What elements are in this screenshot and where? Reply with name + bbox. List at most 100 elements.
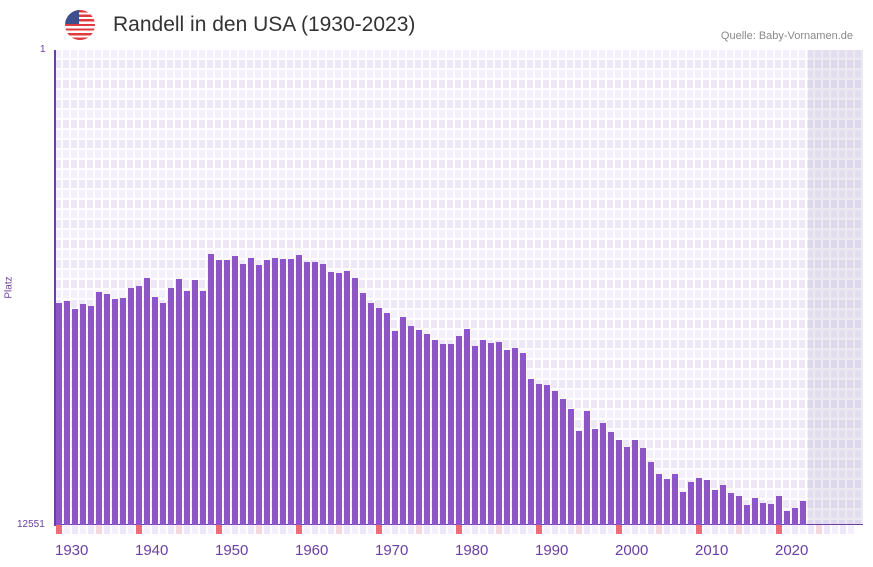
bar-1992 <box>552 390 558 525</box>
year-marker-2014 <box>728 525 734 534</box>
year-marker-1933 <box>80 525 86 534</box>
bar-1984 <box>488 342 494 525</box>
year-marker-1999 <box>608 525 614 534</box>
year-marker-1989 <box>528 525 534 534</box>
year-marker-1955 <box>256 525 262 534</box>
year-marker-1964 <box>328 525 334 534</box>
bar-2004 <box>648 461 654 525</box>
bar-2018 <box>760 502 766 525</box>
year-marker-2015 <box>736 525 742 534</box>
year-marker-1961 <box>304 525 310 534</box>
bar-1973 <box>400 316 406 525</box>
bar-1986 <box>504 349 510 525</box>
year-marker-1935 <box>96 525 102 534</box>
bar-2014 <box>728 492 734 525</box>
bar-1946 <box>184 290 190 525</box>
bar-1972 <box>392 330 398 525</box>
year-marker-2024 <box>808 525 814 534</box>
year-marker-1983 <box>480 525 486 534</box>
year-marker-1970 <box>376 525 382 534</box>
year-marker-1958 <box>280 525 286 534</box>
x-tick-label: 1960 <box>295 542 329 559</box>
year-marker-2000 <box>616 525 622 534</box>
bar-1932 <box>72 308 78 525</box>
bar-1961 <box>304 261 310 525</box>
bar-1941 <box>144 277 150 525</box>
year-marker-1943 <box>160 525 166 534</box>
bar-1971 <box>384 312 390 525</box>
bar-1998 <box>600 422 606 525</box>
year-marker-1981 <box>464 525 470 534</box>
year-marker-1965 <box>336 525 342 534</box>
year-marker-1976 <box>424 525 430 534</box>
y-axis-line <box>54 50 56 526</box>
year-marker-2023 <box>800 525 806 534</box>
x-tick-label: 1990 <box>535 542 569 559</box>
year-marker-2016 <box>744 525 750 534</box>
year-marker-2029 <box>848 525 854 534</box>
year-marker-1960 <box>296 525 302 534</box>
year-marker-1938 <box>120 525 126 534</box>
future-shaded-region <box>808 50 863 525</box>
year-marker-2007 <box>672 525 678 534</box>
year-marker-1995 <box>576 525 582 534</box>
year-marker-1975 <box>416 525 422 534</box>
bar-1945 <box>176 278 182 525</box>
x-tick-label: 1970 <box>375 542 409 559</box>
year-marker-1968 <box>360 525 366 534</box>
year-marker-1932 <box>72 525 78 534</box>
year-marker-2013 <box>720 525 726 534</box>
x-tick-label: 2010 <box>695 542 729 559</box>
year-marker-1947 <box>192 525 198 534</box>
year-marker-2008 <box>680 525 686 534</box>
bar-2017 <box>752 497 758 525</box>
bar-2011 <box>704 479 710 525</box>
bar-1935 <box>96 291 102 525</box>
year-marker-1946 <box>184 525 190 534</box>
bar-1967 <box>352 278 358 525</box>
bar-2012 <box>712 489 718 525</box>
year-marker-2001 <box>624 525 630 534</box>
year-marker-2006 <box>664 525 670 534</box>
year-marker-1974 <box>408 525 414 534</box>
bar-1975 <box>416 330 422 525</box>
year-marker-1952 <box>232 525 238 534</box>
bar-1993 <box>560 399 566 525</box>
year-marker-1993 <box>560 525 566 534</box>
year-marker-1986 <box>504 525 510 534</box>
bar-2015 <box>736 495 742 525</box>
bar-1953 <box>240 263 246 525</box>
year-marker-2017 <box>752 525 758 534</box>
year-marker-1992 <box>552 525 558 534</box>
year-marker-1988 <box>520 525 526 534</box>
year-marker-1982 <box>472 525 478 534</box>
year-marker-1972 <box>392 525 398 534</box>
year-marker-2027 <box>832 525 838 534</box>
bar-1950 <box>216 259 222 525</box>
x-tick-label: 2020 <box>775 542 809 559</box>
y-tick-bottom: 12551 <box>17 519 45 530</box>
bar-2010 <box>696 477 702 525</box>
bar-1968 <box>360 292 366 525</box>
bar-1948 <box>200 290 206 525</box>
bar-1958 <box>280 258 286 525</box>
bar-1987 <box>512 347 518 525</box>
bar-1999 <box>608 431 614 525</box>
year-marker-2028 <box>840 525 846 534</box>
year-marker-1944 <box>168 525 174 534</box>
year-marker-1997 <box>592 525 598 534</box>
year-marker-1953 <box>240 525 246 534</box>
bar-2020 <box>776 495 782 525</box>
year-marker-2018 <box>760 525 766 534</box>
year-marker-2009 <box>688 525 694 534</box>
bar-2002 <box>632 439 638 525</box>
bar-1988 <box>520 352 526 525</box>
bar-1977 <box>432 339 438 525</box>
y-tick-top: 1 <box>40 44 46 55</box>
year-marker-2019 <box>768 525 774 534</box>
bar-1980 <box>456 335 462 525</box>
y-axis-label: Platz <box>3 276 15 299</box>
year-marker-1996 <box>584 525 590 534</box>
year-marker-1930 <box>56 525 62 534</box>
